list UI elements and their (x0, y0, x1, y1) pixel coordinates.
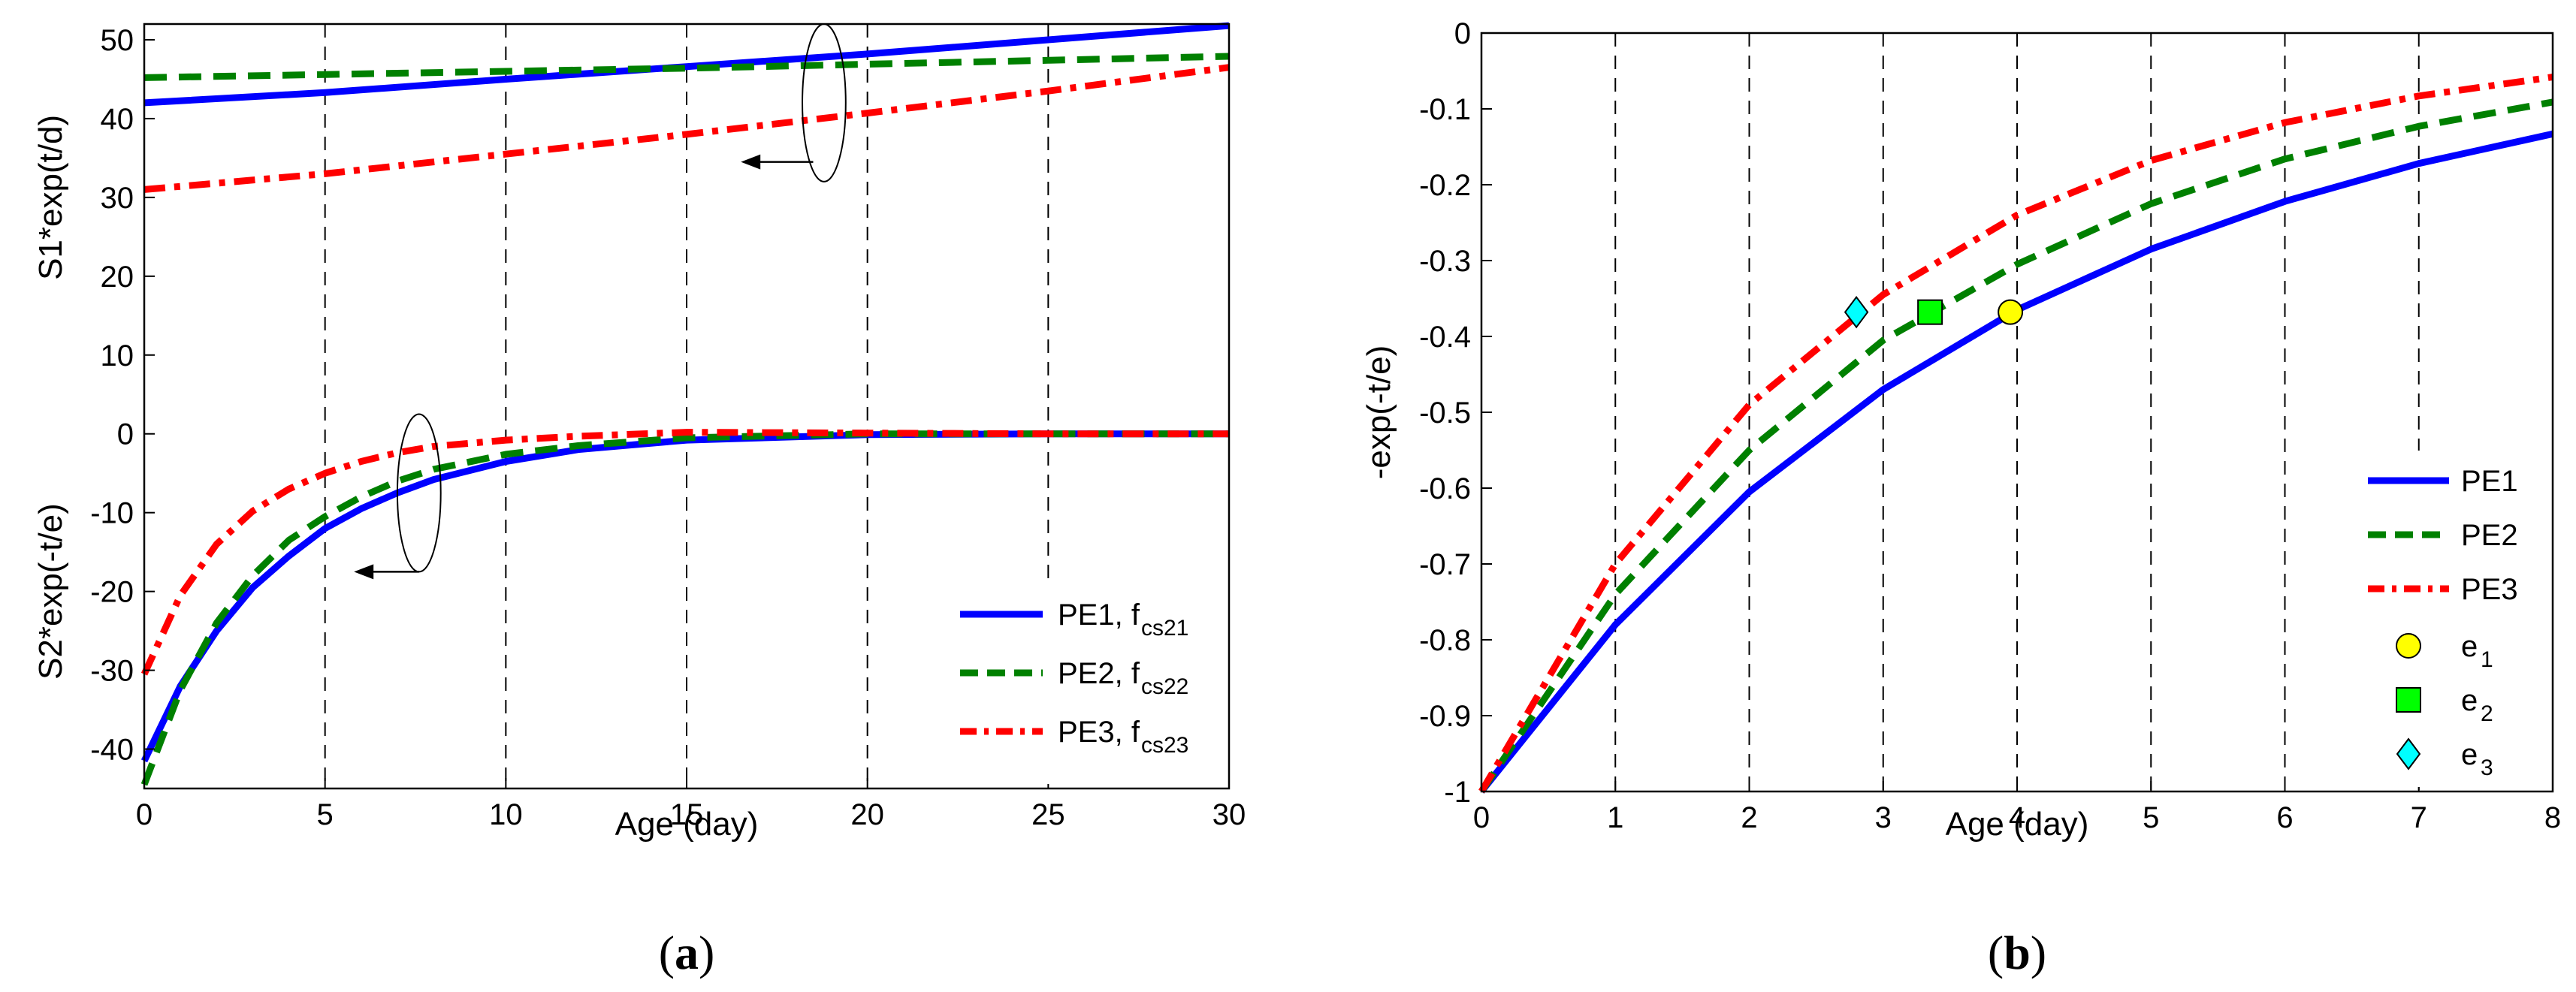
y-tick-label: 50 (101, 24, 134, 57)
legend-label-pe3: PE3 (2461, 573, 2518, 606)
legend-label-pe2: PE2 (2461, 519, 2518, 552)
legend-marker-e3 (2396, 737, 2421, 770)
legend-label-pe1: PE1, f (1058, 599, 1140, 632)
panel-label-open: ( (659, 926, 675, 979)
y-tick-label: -40 (90, 734, 134, 767)
legend-subscript: cs22 (1141, 674, 1188, 699)
y-tick-label: 40 (101, 103, 134, 136)
x-tick-label: 5 (317, 798, 334, 831)
x-axis-label: Age (day) (615, 806, 759, 843)
x-tick-label: 15 (670, 798, 704, 831)
annotation-ellipse (802, 23, 847, 182)
series-line-pe3 (1478, 74, 2553, 794)
panel-label-open: ( (1988, 926, 2004, 979)
x-tick-label: 0 (1473, 801, 1490, 834)
x-tick-label: 6 (2276, 801, 2293, 834)
marker-e3 (1844, 296, 1869, 329)
marker-e1 (1998, 299, 2024, 325)
chart-panel-b: 0 1 2 3 4 5 6 7 8 -1 -0.9 -0.8 -0.7 -0.6 -0.5 -0.4 -0.3 -… (1360, 17, 2561, 979)
legend-subscript: 2 (2481, 701, 2493, 726)
legend-label-pe2: PE2, f (1058, 657, 1140, 690)
y-tick-label: -0.3 (1419, 245, 1471, 278)
y-tick-label: -30 (90, 655, 134, 688)
y-axis-label: -exp(-t/e) (1360, 345, 1397, 479)
y-tick-label: 10 (101, 339, 134, 372)
series-line-s1-1 (143, 22, 1230, 107)
marker-e2 (1917, 299, 1943, 325)
panel-label-a: (a) (659, 926, 715, 979)
x-tick-label: 2 (1741, 801, 1757, 834)
legend-marker-e2 (2396, 687, 2421, 713)
x-tick-label: 25 (1031, 798, 1065, 831)
annotation-arrowhead (354, 564, 374, 580)
panel-label-letter: a (675, 926, 699, 979)
y-axis-label-top: S1*exp(t/d) (32, 115, 69, 280)
series-line-s2-3 (140, 429, 1229, 676)
y-tick-label: -0.6 (1419, 472, 1471, 505)
y-tick-label: -20 (90, 576, 134, 609)
x-tick-label: 10 (489, 798, 523, 831)
x-tick-label: 0 (136, 798, 153, 831)
panel-label-close: ) (2031, 926, 2046, 979)
y-tick-label: 0 (117, 418, 134, 451)
legend-background (948, 587, 1223, 784)
x-tick-label: 8 (2544, 801, 2561, 834)
legend-background (2359, 451, 2548, 787)
x-tick-label: 20 (850, 798, 884, 831)
y-axis-label-bottom: S2*exp(-t/e) (32, 503, 69, 680)
legend-subscript: cs21 (1141, 616, 1188, 641)
chart-panel-a: 0 5 10 15 20 25 30 -40 -30 -20 -10 0 10 20 30 40 50 Age (… (32, 22, 1246, 979)
panel-label-close: ) (699, 926, 714, 979)
y-tick-label: -0.9 (1419, 700, 1471, 733)
y-tick-label: -0.5 (1419, 396, 1471, 430)
x-tick-label: 1 (1607, 801, 1623, 834)
y-tick-label: -0.8 (1419, 624, 1471, 657)
y-tick-label: -1 (1444, 776, 1471, 809)
legend-label-pe3: PE3, f (1058, 716, 1140, 749)
legend-label-pe1: PE1 (2461, 465, 2518, 498)
y-tick-label: -10 (90, 497, 134, 530)
legend-label-e2: e (2461, 684, 2478, 717)
y-tick-label: 30 (101, 182, 134, 215)
x-tick-label: 7 (2411, 801, 2427, 834)
series-line-s1-2 (143, 53, 1230, 81)
y-tick-label: -0.4 (1419, 321, 1471, 354)
x-axis-label: Age (day) (1946, 806, 2089, 843)
legend-marker-e1 (2396, 633, 2421, 659)
legend-label-e3: e (2461, 738, 2478, 771)
series-line-s1-3 (143, 64, 1230, 193)
y-tick-label: 0 (1454, 17, 1471, 50)
series-line-pe2 (1478, 98, 2553, 794)
y-tick-label: -0.7 (1419, 548, 1471, 581)
legend-subscript: 3 (2481, 755, 2493, 780)
y-tick-label: -0.1 (1419, 93, 1471, 126)
legend-label-e1: e (2461, 630, 2478, 663)
x-tick-label: 30 (1213, 798, 1246, 831)
legend-subscript: 1 (2481, 647, 2493, 672)
legend-subscript: cs23 (1141, 733, 1188, 758)
x-tick-label: 3 (1875, 801, 1892, 834)
x-tick-label: 4 (2009, 801, 2025, 834)
annotation-arrowhead (741, 154, 761, 170)
x-tick-label: 5 (2143, 801, 2159, 834)
panel-label-b: (b) (1988, 926, 2046, 979)
y-tick-label: -0.2 (1419, 169, 1471, 202)
y-tick-label: 20 (101, 261, 134, 294)
panel-label-letter: b (2004, 926, 2031, 979)
